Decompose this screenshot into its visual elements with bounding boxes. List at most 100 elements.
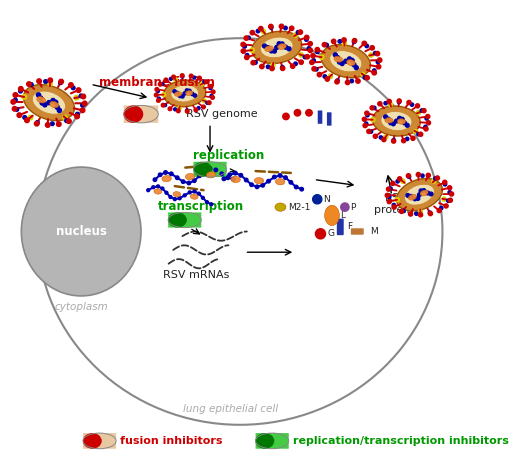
Circle shape (201, 196, 204, 200)
Circle shape (277, 42, 281, 46)
Circle shape (173, 90, 176, 93)
Circle shape (413, 197, 417, 200)
Text: fusion inhibitors: fusion inhibitors (121, 436, 223, 446)
Circle shape (59, 79, 64, 84)
Circle shape (353, 40, 356, 44)
Circle shape (425, 117, 429, 120)
Circle shape (403, 121, 407, 125)
Circle shape (353, 38, 357, 43)
Circle shape (65, 119, 68, 123)
Circle shape (157, 99, 160, 102)
Circle shape (396, 180, 399, 183)
Circle shape (155, 93, 158, 97)
Circle shape (172, 75, 175, 79)
Circle shape (284, 26, 287, 30)
Text: M: M (370, 227, 378, 236)
Circle shape (298, 30, 303, 34)
FancyBboxPatch shape (124, 106, 158, 123)
Circle shape (409, 194, 413, 198)
Circle shape (176, 109, 180, 113)
Circle shape (387, 117, 390, 121)
Circle shape (361, 72, 365, 77)
FancyBboxPatch shape (351, 228, 364, 235)
Ellipse shape (23, 85, 74, 121)
Circle shape (44, 80, 47, 83)
Circle shape (81, 103, 84, 107)
Ellipse shape (408, 194, 416, 200)
Ellipse shape (193, 162, 212, 177)
Circle shape (68, 83, 73, 88)
Ellipse shape (397, 119, 406, 124)
Circle shape (200, 82, 204, 86)
Circle shape (406, 174, 410, 178)
Circle shape (155, 88, 159, 91)
Circle shape (417, 193, 421, 197)
Circle shape (294, 33, 298, 38)
Circle shape (422, 109, 426, 113)
Circle shape (169, 172, 173, 175)
Circle shape (174, 108, 177, 111)
Circle shape (241, 42, 245, 47)
Ellipse shape (175, 92, 182, 96)
Text: membrane fusion: membrane fusion (99, 76, 215, 89)
Circle shape (82, 101, 87, 106)
Circle shape (398, 177, 402, 181)
Circle shape (161, 103, 165, 107)
Circle shape (19, 89, 22, 93)
Circle shape (373, 106, 376, 110)
Circle shape (244, 178, 248, 182)
Circle shape (422, 189, 426, 193)
Circle shape (161, 187, 164, 190)
Circle shape (243, 44, 246, 48)
Circle shape (245, 54, 249, 57)
Circle shape (19, 87, 23, 91)
Circle shape (271, 63, 275, 68)
Circle shape (331, 39, 336, 44)
Circle shape (336, 79, 339, 82)
Circle shape (426, 114, 430, 119)
Circle shape (46, 123, 50, 127)
Circle shape (169, 195, 172, 199)
Circle shape (401, 138, 406, 143)
Circle shape (421, 174, 424, 177)
Circle shape (392, 203, 396, 206)
Circle shape (280, 65, 284, 69)
Circle shape (388, 195, 391, 199)
Circle shape (185, 109, 189, 113)
Circle shape (305, 38, 308, 41)
Circle shape (354, 66, 358, 69)
Text: RSV genome: RSV genome (186, 109, 258, 119)
Circle shape (397, 100, 401, 104)
FancyBboxPatch shape (83, 433, 116, 449)
Circle shape (190, 74, 193, 78)
Circle shape (395, 119, 398, 123)
Circle shape (426, 191, 430, 195)
Circle shape (414, 130, 418, 134)
Circle shape (186, 109, 189, 112)
Circle shape (295, 185, 298, 189)
Circle shape (164, 171, 167, 174)
Circle shape (418, 213, 423, 217)
Ellipse shape (252, 31, 302, 63)
Circle shape (13, 98, 17, 102)
Circle shape (269, 24, 273, 29)
Circle shape (194, 108, 198, 112)
Circle shape (187, 181, 191, 185)
Circle shape (11, 100, 15, 104)
Circle shape (362, 41, 366, 45)
Circle shape (398, 116, 401, 120)
Circle shape (299, 53, 303, 57)
Ellipse shape (278, 44, 286, 50)
Ellipse shape (385, 118, 393, 123)
Circle shape (370, 130, 373, 133)
FancyBboxPatch shape (327, 113, 331, 125)
Circle shape (294, 62, 297, 66)
Ellipse shape (124, 106, 143, 123)
Circle shape (389, 121, 392, 125)
Circle shape (261, 183, 264, 187)
Circle shape (387, 100, 391, 104)
Circle shape (401, 179, 405, 183)
Circle shape (24, 118, 29, 123)
Circle shape (37, 93, 40, 97)
Circle shape (313, 194, 322, 204)
